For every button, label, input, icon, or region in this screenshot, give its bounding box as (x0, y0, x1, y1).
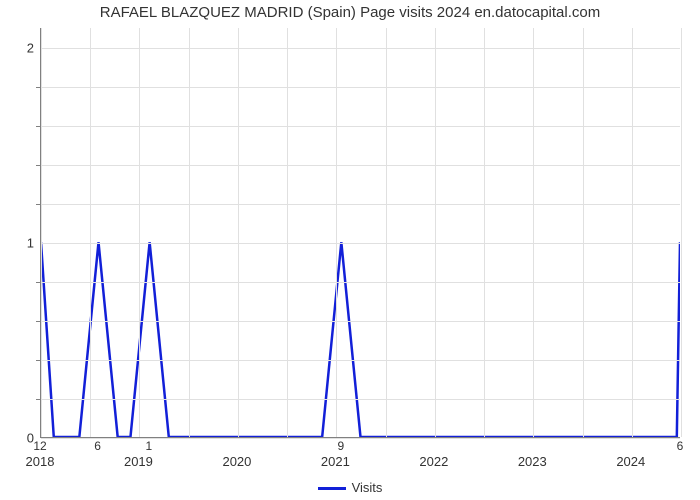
y-tick-label: 0 (4, 431, 34, 446)
grid-horizontal (41, 204, 680, 205)
x-tick-label: 2023 (518, 454, 547, 469)
grid-vertical (139, 28, 140, 437)
grid-horizontal (41, 399, 680, 400)
legend: Visits (0, 480, 700, 495)
y-minor-tick (36, 399, 40, 400)
value-label: 1 (145, 439, 152, 453)
visits-line (41, 242, 680, 437)
y-minor-tick (36, 165, 40, 166)
y-minor-tick (36, 360, 40, 361)
value-label: 9 (337, 439, 344, 453)
grid-horizontal (41, 360, 680, 361)
grid-horizontal (41, 48, 680, 49)
grid-vertical (90, 28, 91, 437)
x-tick-label: 2024 (616, 454, 645, 469)
x-tick-label: 2020 (222, 454, 251, 469)
grid-vertical (632, 28, 633, 437)
grid-vertical (484, 28, 485, 437)
line-series (41, 28, 680, 437)
legend-swatch (318, 487, 346, 490)
grid-vertical (583, 28, 584, 437)
plot-area (40, 28, 680, 438)
value-label: 12 (33, 439, 46, 453)
x-tick-label: 2019 (124, 454, 153, 469)
y-minor-tick (36, 282, 40, 283)
grid-vertical (336, 28, 337, 437)
grid-vertical (41, 28, 42, 437)
grid-vertical (386, 28, 387, 437)
x-tick-label: 2021 (321, 454, 350, 469)
grid-vertical (533, 28, 534, 437)
grid-horizontal (41, 87, 680, 88)
x-tick-label: 2022 (419, 454, 448, 469)
value-label: 6 (677, 439, 684, 453)
y-minor-tick (36, 204, 40, 205)
y-tick-label: 1 (4, 235, 34, 250)
grid-vertical (189, 28, 190, 437)
value-label: 6 (94, 439, 101, 453)
grid-vertical (681, 28, 682, 437)
grid-horizontal (41, 165, 680, 166)
chart-container: RAFAEL BLAZQUEZ MADRID (Spain) Page visi… (0, 0, 700, 500)
grid-horizontal (41, 282, 680, 283)
legend-label: Visits (352, 480, 383, 495)
grid-vertical (238, 28, 239, 437)
chart-title: RAFAEL BLAZQUEZ MADRID (Spain) Page visi… (0, 4, 700, 21)
x-tick-label: 2018 (26, 454, 55, 469)
grid-horizontal (41, 438, 680, 439)
grid-vertical (287, 28, 288, 437)
y-tick-label: 2 (4, 40, 34, 55)
grid-horizontal (41, 243, 680, 244)
grid-horizontal (41, 321, 680, 322)
y-minor-tick (36, 87, 40, 88)
grid-vertical (435, 28, 436, 437)
y-minor-tick (36, 321, 40, 322)
grid-horizontal (41, 126, 680, 127)
y-minor-tick (36, 126, 40, 127)
